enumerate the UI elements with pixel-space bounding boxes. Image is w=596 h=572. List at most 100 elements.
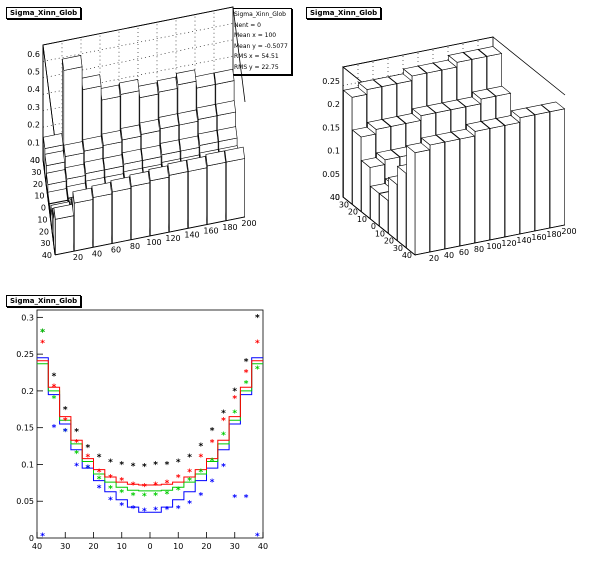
grid-line [42, 23, 234, 62]
y-tick-label: 10 [357, 215, 367, 224]
bar-top [417, 62, 443, 74]
z-tick-label: 0.5 [27, 68, 40, 77]
y-axis [42, 159, 56, 256]
z-tick-label: 0.05 [322, 170, 340, 179]
data-marker: * [255, 339, 260, 349]
panel-title: Sigma_Xinn_Glob [306, 7, 382, 19]
bar-top [432, 59, 458, 71]
data-marker: * [131, 491, 136, 501]
data-marker: * [74, 438, 79, 448]
x-tick-label: 100 [146, 238, 161, 247]
y-tick-label: 20 [348, 208, 358, 217]
data-marker: * [40, 339, 45, 349]
stats-line: Mean y = -0.5077 [234, 42, 288, 50]
x-tick-label: 160 [203, 227, 218, 236]
x-tick-label: 140 [516, 236, 531, 245]
data-marker: * [63, 416, 68, 426]
bar-top [525, 104, 551, 116]
data-marker: * [255, 313, 260, 323]
x-tick-label: 80 [474, 245, 484, 254]
y-axis [342, 196, 416, 256]
stats-line: RMS y = 22.75 [234, 63, 279, 71]
z-tick-label: 0.6 [27, 50, 40, 59]
data-marker: * [153, 506, 158, 516]
x-tick-label: 160 [531, 233, 546, 242]
data-marker: * [232, 494, 237, 504]
x-tick-label: 20 [88, 542, 98, 551]
data-marker: * [119, 460, 124, 470]
data-marker: * [74, 427, 79, 437]
x-tick-label: 140 [184, 230, 199, 239]
data-marker: * [221, 463, 226, 473]
y-tick-label: 10 [34, 192, 44, 201]
y-tick-label: 0 [41, 204, 46, 213]
data-marker: * [198, 453, 203, 463]
panel-title: Sigma_Xinn_Glob [6, 295, 82, 307]
bar-top [157, 76, 178, 93]
bar-top [205, 150, 226, 167]
data-marker: * [74, 462, 79, 472]
y-tick-label: 0.3 [21, 313, 34, 322]
data-marker: * [244, 357, 249, 367]
bar-top [351, 126, 377, 138]
bar-top [167, 159, 188, 176]
x-tick-label: 30 [230, 542, 240, 551]
y-tick-label: 0.05 [16, 497, 34, 506]
x-tick-label: 0 [147, 542, 152, 551]
data-marker: * [63, 405, 68, 415]
y-tick-label: 10 [375, 229, 385, 238]
bar-top [139, 118, 160, 135]
bar-top [396, 113, 422, 124]
bar-side [388, 176, 398, 241]
scatter-plot: 00.050.10.150.20.250.340 30 20 10 0 10 20 30 40*… [16, 309, 268, 551]
bar-top [176, 69, 197, 86]
data-marker: * [52, 383, 57, 393]
x-tick-label: 40 [258, 542, 268, 551]
bar-top [486, 85, 512, 97]
bar-front [534, 111, 550, 232]
bar-top [44, 150, 65, 167]
x-tick-label: 40 [92, 249, 102, 258]
bar-top [186, 156, 207, 172]
bar-front [519, 114, 535, 235]
data-marker: * [74, 449, 79, 459]
data-marker: * [85, 444, 90, 454]
data-marker: * [210, 438, 215, 448]
data-marker: * [142, 463, 147, 473]
bar-front [429, 141, 445, 253]
top-right-pad: Sigma_Xinn_Glob 20 40 60 80 100 120 140 160 180 2… [300, 0, 596, 280]
bar-top [198, 130, 219, 146]
bar-front [169, 171, 188, 233]
data-marker: * [176, 505, 181, 515]
data-marker: * [176, 486, 181, 496]
data-marker: * [40, 328, 45, 338]
bar-top [72, 187, 93, 204]
data-marker: * [255, 532, 260, 542]
x-axis [54, 216, 246, 256]
data-marker: * [119, 477, 124, 487]
y-tick-label: 0.25 [16, 350, 34, 359]
bar-side [352, 129, 362, 212]
data-marker: * [108, 485, 113, 495]
y-tick-label: 0.2 [21, 387, 34, 396]
x-tick-label: 20 [73, 253, 83, 262]
bar-front [74, 199, 93, 252]
bar-top [43, 133, 64, 149]
bar-top [405, 142, 431, 154]
data-marker: * [85, 453, 90, 463]
data-marker: * [142, 507, 147, 517]
bar-top [63, 141, 84, 157]
bar-top [375, 149, 401, 161]
data-marker: * [108, 458, 113, 468]
bar-top [342, 87, 368, 98]
data-marker: * [52, 424, 57, 434]
data-marker: * [131, 462, 136, 472]
lego-plot: 20 40 60 80 100 120 140 160 180 20040302010010203… [322, 36, 577, 263]
y-tick-label: 30 [31, 168, 41, 177]
bar-top [196, 104, 217, 120]
bar-top [441, 99, 467, 111]
y-tick-label: 20 [39, 227, 49, 236]
bar-top [447, 52, 473, 63]
bar-top [141, 144, 162, 161]
data-marker: * [255, 365, 260, 375]
